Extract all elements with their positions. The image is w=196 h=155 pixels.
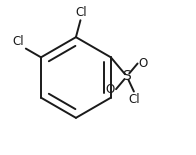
Text: O: O <box>106 83 115 96</box>
Text: Cl: Cl <box>75 7 87 20</box>
Text: Cl: Cl <box>129 93 140 106</box>
Text: O: O <box>139 57 148 70</box>
Text: Cl: Cl <box>13 35 24 48</box>
Text: S: S <box>122 69 131 83</box>
